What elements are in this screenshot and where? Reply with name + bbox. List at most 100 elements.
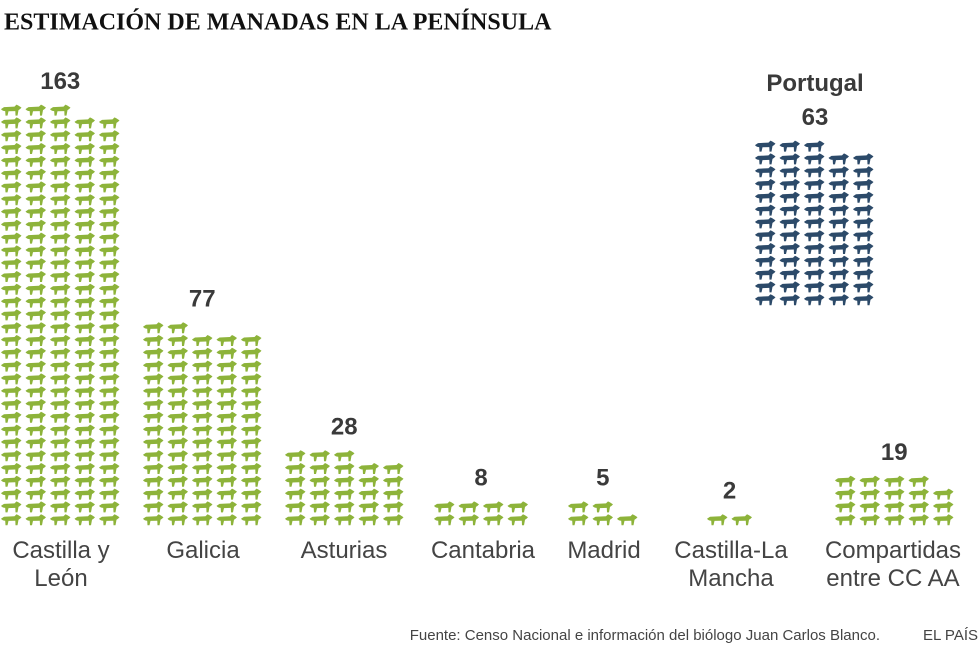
wolf-icon bbox=[167, 488, 188, 500]
wolf-icon bbox=[25, 514, 46, 526]
wolf-icon bbox=[74, 335, 95, 346]
wolf-icon bbox=[99, 219, 120, 231]
wolf-icon bbox=[241, 514, 262, 526]
wolf-icon bbox=[779, 230, 800, 242]
icon-group bbox=[285, 450, 404, 526]
wolf-icon bbox=[592, 514, 613, 526]
wolf-icon bbox=[25, 258, 46, 270]
value-label: 163 bbox=[40, 68, 80, 95]
wolf-icon bbox=[241, 399, 262, 410]
wolf-icon bbox=[99, 437, 120, 449]
wolf-icon bbox=[1, 347, 22, 359]
wolf-icon bbox=[74, 475, 95, 487]
category-label: Madrid bbox=[567, 537, 641, 564]
wolf-icon bbox=[804, 255, 825, 267]
wolf-icon bbox=[99, 232, 120, 244]
wolf-icon bbox=[383, 475, 404, 487]
wolf-icon bbox=[99, 271, 120, 282]
wolf-icon bbox=[192, 386, 213, 398]
wolf-icon bbox=[285, 514, 306, 526]
wolf-icon bbox=[99, 258, 120, 270]
wolf-icon bbox=[25, 347, 46, 359]
wolf-icon bbox=[192, 360, 213, 372]
wolf-icon bbox=[74, 322, 95, 334]
wolf-icon bbox=[434, 514, 455, 526]
wolf-icon bbox=[50, 181, 71, 193]
wolf-icon bbox=[99, 488, 120, 500]
wolf-icon bbox=[25, 245, 46, 257]
wolf-icon bbox=[167, 514, 188, 526]
wolf-icon bbox=[835, 514, 856, 526]
wolf-icon bbox=[884, 488, 905, 500]
wolf-icon bbox=[50, 245, 71, 257]
wolf-icon bbox=[1, 309, 22, 321]
wolf-icon bbox=[143, 437, 164, 449]
wolf-icon bbox=[383, 501, 404, 513]
wolf-icon bbox=[241, 411, 262, 423]
wolf-icon bbox=[25, 322, 46, 334]
wolf-icon bbox=[241, 437, 262, 449]
wolf-icon bbox=[779, 294, 800, 306]
wolf-icon bbox=[25, 450, 46, 462]
wolf-icon bbox=[483, 501, 504, 513]
wolf-icon bbox=[74, 130, 95, 142]
wolf-icon bbox=[50, 207, 71, 218]
wolf-icon bbox=[50, 450, 71, 462]
wolf-icon bbox=[804, 179, 825, 190]
wolf-icon bbox=[167, 437, 188, 449]
icon-group bbox=[1, 104, 120, 526]
wolf-icon bbox=[434, 501, 455, 513]
wolf-icon bbox=[779, 204, 800, 216]
wolf-icon bbox=[804, 230, 825, 242]
wolf-icon bbox=[50, 219, 71, 231]
wolf-icon bbox=[853, 204, 874, 216]
wolf-icon bbox=[755, 294, 776, 306]
wolf-icon bbox=[216, 399, 237, 410]
wolf-icon bbox=[143, 335, 164, 346]
inset-label: Portugal bbox=[766, 70, 863, 97]
wolf-icon bbox=[568, 514, 589, 526]
wolf-icon bbox=[884, 475, 905, 487]
wolf-icon bbox=[25, 437, 46, 449]
wolf-icon bbox=[828, 230, 849, 242]
wolf-icon bbox=[167, 347, 188, 359]
wolf-icon bbox=[25, 117, 46, 129]
wolf-icon bbox=[74, 117, 95, 129]
wolf-icon bbox=[143, 411, 164, 423]
wolf-icon bbox=[755, 230, 776, 242]
wolf-icon bbox=[50, 168, 71, 180]
wolf-icon bbox=[192, 437, 213, 449]
wolf-icon bbox=[241, 335, 262, 346]
wolf-icon bbox=[216, 424, 237, 436]
wolf-icon bbox=[50, 386, 71, 398]
wolf-icon bbox=[99, 194, 120, 206]
wolf-icon bbox=[1, 130, 22, 142]
wolf-icon bbox=[50, 475, 71, 487]
wolf-icon bbox=[25, 207, 46, 218]
wolf-icon bbox=[884, 501, 905, 513]
wolf-icon bbox=[192, 450, 213, 462]
wolf-icon bbox=[804, 153, 825, 165]
wolf-icon bbox=[483, 514, 504, 526]
icon-group bbox=[707, 514, 752, 526]
wolf-icon bbox=[74, 424, 95, 436]
wolf-icon bbox=[884, 514, 905, 526]
wolf-icon bbox=[74, 245, 95, 257]
wolf-icon bbox=[755, 153, 776, 165]
wolf-icon bbox=[908, 514, 929, 526]
wolf-icon bbox=[1, 271, 22, 282]
wolf-icon bbox=[167, 411, 188, 423]
wolf-icon bbox=[192, 463, 213, 474]
wolf-icon bbox=[167, 450, 188, 462]
wolf-icon bbox=[50, 143, 71, 154]
icon-group bbox=[755, 140, 874, 306]
value-label: 77 bbox=[189, 286, 216, 313]
wolf-icon bbox=[25, 411, 46, 423]
wolf-icon bbox=[167, 373, 188, 385]
category-label: Asturias bbox=[300, 537, 388, 564]
wolf-icon bbox=[1, 258, 22, 270]
wolf-icon bbox=[285, 450, 306, 462]
wolf-icon bbox=[334, 514, 355, 526]
wolf-icon bbox=[908, 501, 929, 513]
wolf-icon bbox=[192, 399, 213, 410]
